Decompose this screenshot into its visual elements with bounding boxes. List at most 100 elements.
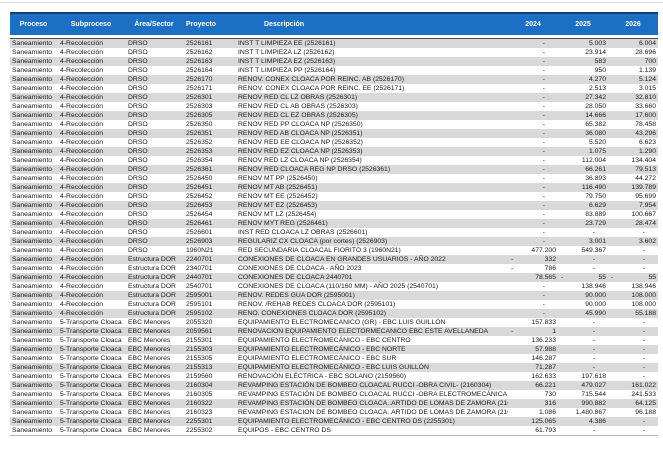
table-row: Saneamiento 4-Recolección DRSO 2526303 RENOV… [10, 102, 658, 111]
cell-proceso: Saneamiento [12, 274, 53, 281]
table-row: Saneamiento 4-Recolección DRSO 2526161 INST … [10, 39, 658, 48]
cell-descripcion: RENOV MT AB (2526451) [238, 184, 318, 191]
cell-2025: 5.520 [588, 139, 606, 146]
cell-2024: 71.287 [535, 364, 556, 371]
cell-2026: 108.000 [631, 292, 656, 299]
column-header-proyecto: Proyecto [186, 21, 216, 28]
cell-proceso: Saneamiento [12, 355, 53, 362]
cell-area-sector: Estructura DOR [128, 256, 176, 263]
cell-proceso: Saneamiento [12, 121, 53, 128]
cell-subproceso: 5-Transporte Cloaca [60, 346, 122, 353]
cell-descripcion: RED SECUNDARIA CLOACAL FIORITO 3 (1960N2… [238, 247, 401, 254]
cell-descripcion: RENOV RED CL EZ OBRAS (2526305) [238, 112, 358, 119]
cell-proyecto: 2526903 [186, 238, 213, 245]
cell-2026: 3.015 [638, 85, 656, 92]
cell-proyecto: 2526450 [186, 175, 213, 182]
cell-subproceso: 4-Recolección [60, 292, 104, 299]
cell-area-sector: EBC Menores [128, 427, 171, 434]
cell-2025: 45.990 [585, 310, 606, 317]
cell-area-sector: DRSO [128, 94, 148, 101]
cell-2024: -332 [511, 256, 556, 263]
cell-area-sector: EBC Menores [128, 328, 171, 335]
table-row: Saneamiento 4-Recolección Estructura DOR 23… [10, 264, 658, 273]
cell-2025: 197.618 [581, 373, 606, 380]
cell-proyecto: 2526354 [186, 157, 213, 164]
table-row: Saneamiento 4-Recolección DRSO 2526162 INST … [10, 48, 658, 57]
cell-2026: 95.699 [635, 193, 656, 200]
cell-proceso: Saneamiento [12, 382, 53, 389]
cell-2024: 477.200 [531, 247, 556, 254]
table-row: Saneamiento 4-Recolección Estructura DOR 25… [10, 309, 658, 318]
cell-area-sector: Estructura DOR [128, 283, 176, 290]
cell-2026: - [642, 346, 645, 353]
cell-2026: 64.125 [635, 400, 656, 407]
cell-2026: 1.290 [638, 148, 656, 155]
cell-2025: 90.000 [585, 292, 606, 299]
cell-proceso: Saneamiento [12, 400, 53, 407]
cell-2024: 146.287 [531, 355, 556, 362]
cell-area-sector: DRSO [128, 229, 148, 236]
cell-proceso: Saneamiento [12, 247, 53, 254]
cell-proyecto: 2595102 [186, 310, 213, 317]
cell-2024: 157.833 [531, 319, 556, 326]
cell-area-sector: DRSO [128, 157, 148, 164]
cell-2025: - [592, 328, 595, 335]
cell-subproceso: 5-Transporte Cloaca [60, 427, 122, 434]
cell-proceso: Saneamiento [12, 49, 53, 56]
cell-proyecto: 2155305 [186, 355, 213, 362]
cell-2025: 549.367 [581, 247, 606, 254]
cell-descripcion: REVAMPING ESTACIÓN DE BOMBEO CLOACAL RUC… [238, 382, 492, 389]
cell-area-sector: DRSO [128, 211, 148, 218]
header-divider [10, 35, 658, 39]
cell-descripcion: EQUIPAMIENTO ELECTROMECÁNICO - EBC NORTE [238, 346, 406, 353]
budget-table: Proceso Subproceso Área/Sector Proyecto … [10, 12, 658, 436]
table-body: Saneamiento 4-Recolección DRSO 2526161 INST … [10, 39, 658, 436]
cell-2024: - [542, 292, 545, 299]
cell-2026: - [642, 337, 645, 344]
cell-subproceso: 4-Recolección [60, 202, 104, 209]
cell-area-sector: DRSO [128, 85, 148, 92]
cell-proceso: Saneamiento [12, 364, 53, 371]
cell-proyecto: 2526601 [186, 229, 213, 236]
cell-2025: 138.946 [581, 283, 606, 290]
cell-area-sector: DRSO [128, 67, 148, 74]
cell-2025: 116.490 [581, 184, 606, 191]
table-row: Saneamiento 4-Recolección Estructura DOR 25… [10, 282, 658, 291]
cell-area-sector: Estructura DOR [128, 301, 176, 308]
table-row: Saneamiento 5-Transporte Cloaca EBC Menore… [10, 327, 658, 336]
cell-2025: 6.629 [588, 202, 606, 209]
cell-2025: - [592, 265, 595, 272]
cell-area-sector: DRSO [128, 175, 148, 182]
cell-descripcion: RENOV MT PP (2526450) [238, 175, 318, 182]
cell-descripcion: RENOV RED LZ CLOACA NP (2526354) [238, 157, 362, 164]
cell-2025: 23.914 [585, 49, 606, 56]
cell-descripcion: INST T LIMPIEZA LZ (2526162) [238, 49, 335, 56]
table-row: Saneamiento 4-Recolección DRSO 2526451 RENOV… [10, 183, 658, 192]
cell-2024: - [542, 94, 545, 101]
cell-area-sector: DRSO [128, 220, 148, 227]
table-row: Saneamiento 4-Recolección DRSO 2526352 RENOV… [10, 138, 658, 147]
cell-2026: 44.272 [635, 175, 656, 182]
cell-2026: 5.124 [638, 76, 656, 83]
cell-2024: - [542, 283, 545, 290]
cell-proyecto: 2055320 [186, 319, 213, 326]
cell-2024: 162.633 [531, 373, 556, 380]
cell-proceso: Saneamiento [12, 229, 53, 236]
cell-2024: - [542, 67, 545, 74]
cell-area-sector: DRSO [128, 247, 148, 254]
cell-subproceso: 5-Transporte Cloaca [60, 409, 122, 416]
cell-area-sector: EBC Menores [128, 382, 171, 389]
table-row: Saneamiento 4-Recolección Estructura DOR 25… [10, 300, 658, 309]
cell-proyecto: 2526303 [186, 103, 213, 110]
cell-subproceso: 4-Recolección [60, 94, 104, 101]
cell-subproceso: 4-Recolección [60, 76, 104, 83]
cell-subproceso: 5-Transporte Cloaca [60, 337, 122, 344]
cell-proyecto: 2155303 [186, 346, 213, 353]
cell-descripcion: REVAMPING ESTACIÓN DE BOMBEO CLOACA..ART… [238, 400, 508, 407]
cell-proyecto: 2526351 [186, 130, 213, 137]
cell-proceso: Saneamiento [12, 256, 53, 263]
cell-2024: - [542, 229, 545, 236]
cell-2026: - [642, 364, 645, 371]
cell-2024: - [542, 58, 545, 65]
table-row: Saneamiento 4-Recolección DRSO 2526450 RENOV… [10, 174, 658, 183]
